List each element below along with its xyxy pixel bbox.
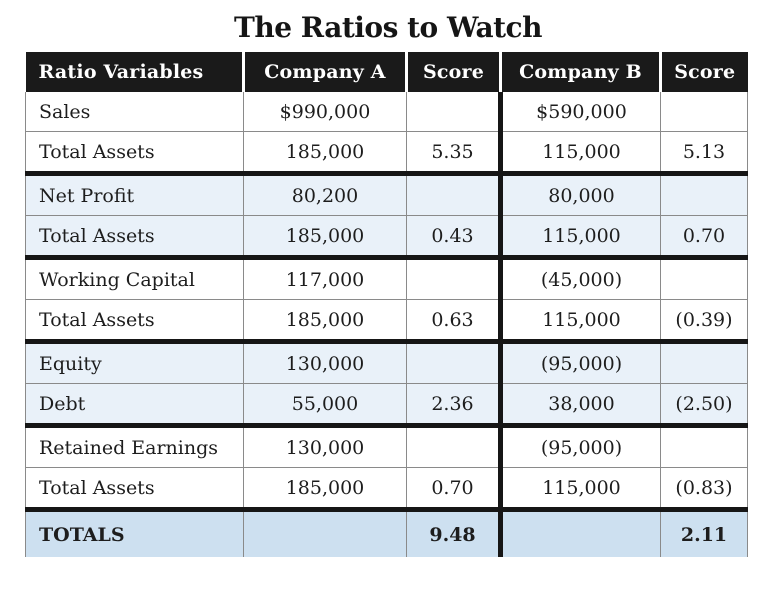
score-b-cell: 0.70: [660, 215, 748, 260]
ratio-variable-cell: Total Assets: [25, 131, 244, 176]
totals-row: TOTALS 9.48 2.11: [25, 509, 748, 557]
score-a-cell: 2.36: [406, 383, 501, 428]
company-a-value-cell: 117,000: [243, 257, 407, 300]
score-b-cell: [660, 257, 748, 300]
table-row: Total Assets 185,000 0.63 115,000 (0.39): [25, 299, 748, 344]
score-b-cell: [660, 425, 748, 468]
table-row: Retained Earnings 130,000 (95,000): [25, 425, 748, 468]
company-b-value-cell: 115,000: [498, 467, 661, 512]
header-ratio-variables: Ratio Variables: [25, 52, 245, 92]
ratio-variable-cell: Retained Earnings: [25, 425, 244, 468]
company-a-value-cell: 130,000: [243, 341, 407, 384]
totals-company-b-cell: [498, 509, 661, 557]
header-company-b: Company B: [499, 52, 662, 92]
company-b-value-cell: 80,000: [498, 173, 661, 216]
ratio-variable-cell: Sales: [25, 92, 244, 132]
score-b-cell: 5.13: [660, 131, 748, 176]
totals-score-a: 9.48: [406, 509, 501, 557]
ratio-variable-cell: Total Assets: [25, 467, 244, 512]
ratio-variable-cell: Total Assets: [25, 299, 244, 344]
score-a-cell: [406, 257, 501, 300]
score-b-cell: [660, 341, 748, 384]
score-b-cell: [660, 173, 748, 216]
company-a-value-cell: 185,000: [243, 131, 407, 176]
table-row: Working Capital 117,000 (45,000): [25, 257, 748, 300]
table-body: Sales $990,000 $590,000 Total Assets 185,000…: [25, 92, 748, 557]
company-b-value-cell: 115,000: [498, 131, 661, 176]
company-a-value-cell: 185,000: [243, 467, 407, 512]
score-b-cell: (0.83): [660, 467, 748, 512]
score-a-cell: 0.70: [406, 467, 501, 512]
score-a-cell: [406, 341, 501, 384]
score-a-cell: [406, 425, 501, 468]
company-a-value-cell: 185,000: [243, 215, 407, 260]
score-a-cell: [406, 92, 501, 132]
totals-label: TOTALS: [25, 509, 244, 557]
table-row: Sales $990,000 $590,000: [25, 92, 748, 132]
company-b-value-cell: 115,000: [498, 299, 661, 344]
score-a-cell: 0.43: [406, 215, 501, 260]
company-a-value-cell: 185,000: [243, 299, 407, 344]
score-b-cell: (0.39): [660, 299, 748, 344]
company-b-value-cell: $590,000: [498, 92, 661, 132]
ratio-variable-cell: Net Profit: [25, 173, 244, 216]
table-row: Total Assets 185,000 5.35 115,000 5.13: [25, 131, 748, 176]
company-b-value-cell: (95,000): [498, 341, 661, 384]
score-b-cell: [660, 92, 748, 132]
ratio-variable-cell: Equity: [25, 341, 244, 384]
table-header: Ratio Variables Company A Score Company …: [25, 52, 748, 92]
totals-score-b: 2.11: [660, 509, 748, 557]
company-b-value-cell: (45,000): [498, 257, 661, 300]
company-b-value-cell: 115,000: [498, 215, 661, 260]
ratio-variable-cell: Total Assets: [25, 215, 244, 260]
figure-title: The Ratios to Watch: [234, 11, 542, 44]
ratio-variable-cell: Debt: [25, 383, 244, 428]
company-a-value-cell: $990,000: [243, 92, 407, 132]
table-row: Debt 55,000 2.36 38,000 (2.50): [25, 383, 748, 428]
company-b-value-cell: (95,000): [498, 425, 661, 468]
table-row: Total Assets 185,000 0.43 115,000 0.70: [25, 215, 748, 260]
table-row: Total Assets 185,000 0.70 115,000 (0.83): [25, 467, 748, 512]
score-b-cell: (2.50): [660, 383, 748, 428]
table-row: Equity 130,000 (95,000): [25, 341, 748, 384]
score-a-cell: 5.35: [406, 131, 501, 176]
header-score-a: Score: [405, 52, 502, 92]
table-row: Net Profit 80,200 80,000: [25, 173, 748, 216]
totals-company-a-cell: [243, 509, 407, 557]
company-b-value-cell: 38,000: [498, 383, 661, 428]
company-a-value-cell: 130,000: [243, 425, 407, 468]
header-score-b: Score: [659, 52, 748, 92]
company-a-value-cell: 55,000: [243, 383, 407, 428]
score-a-cell: [406, 173, 501, 216]
ratio-variable-cell: Working Capital: [25, 257, 244, 300]
header-company-a: Company A: [242, 52, 408, 92]
score-a-cell: 0.63: [406, 299, 501, 344]
header-row: Ratio Variables Company A Score Company …: [25, 52, 748, 92]
company-a-value-cell: 80,200: [243, 173, 407, 216]
ratios-table: Ratio Variables Company A Score Company …: [25, 52, 748, 557]
